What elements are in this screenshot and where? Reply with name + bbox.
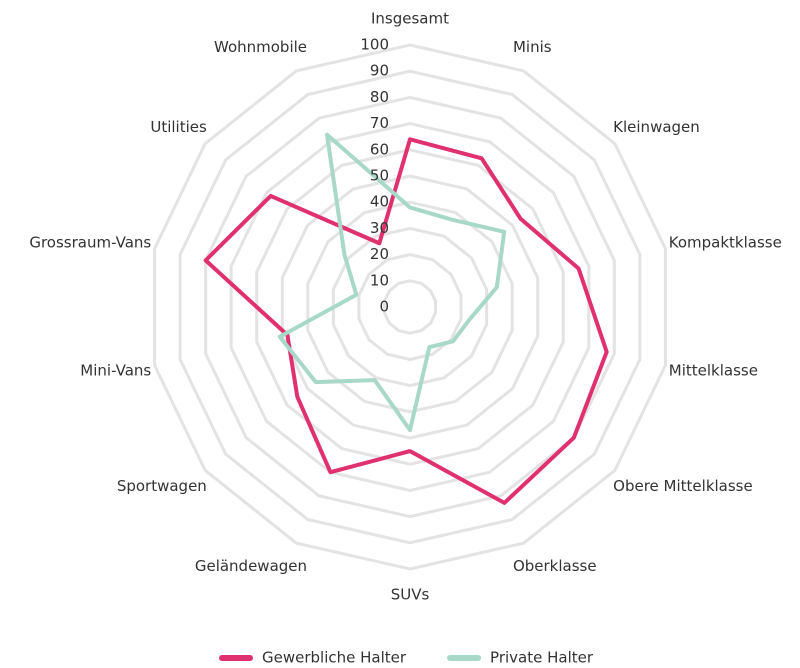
legend-label: Gewerbliche Halter [262, 649, 407, 667]
tick-label: 0 [379, 298, 389, 316]
tick-label: 40 [370, 193, 389, 211]
series-line [277, 132, 507, 433]
category-label: Sportwagen [117, 477, 207, 495]
series-line [203, 137, 609, 505]
category-label: Mittelklasse [669, 362, 758, 380]
category-label: SUVs [391, 586, 430, 604]
category-label: Geländewagen [195, 557, 307, 575]
tick-label: 30 [370, 219, 389, 237]
tick-label: 50 [370, 167, 389, 185]
grid-ring [331, 226, 489, 388]
grid-ring [229, 122, 591, 492]
category-label: Utilities [150, 118, 207, 136]
tick-label: 80 [370, 88, 389, 106]
category-label: Grossraum-Vans [29, 233, 151, 251]
grid-ring [382, 279, 438, 335]
legend-label: Private Halter [490, 649, 594, 667]
tick-label: 60 [370, 140, 389, 158]
grid-ring [178, 69, 642, 545]
tick-label: 90 [370, 62, 389, 80]
grid [153, 43, 667, 571]
category-label: Wohnmobile [214, 38, 307, 56]
category-label: Kompaktklasse [669, 233, 782, 251]
grid-ring [153, 43, 667, 571]
category-label: Insgesamt [371, 10, 449, 28]
grid-ring [306, 200, 514, 414]
grid-ring [357, 253, 463, 361]
labels: 0 10 20 30 40 50 60 70 80 90 100 Insgesamt Minis Klei… [29, 10, 782, 604]
tick-label: 20 [370, 245, 389, 263]
grid-ring [280, 174, 540, 440]
grid-ring [204, 95, 616, 519]
grid-ring [255, 148, 565, 466]
tick-label: 70 [370, 114, 389, 132]
category-label: Oberklasse [513, 557, 597, 575]
tick-label: 10 [370, 271, 389, 289]
category-label: Kleinwagen [613, 118, 700, 136]
legend: Gewerbliche Halter Private Halter [219, 649, 594, 667]
category-label: Obere Mittelklasse [613, 477, 753, 495]
category-label: Minis [513, 38, 552, 56]
category-label: Mini-Vans [80, 362, 151, 380]
tick-label: 100 [360, 36, 389, 54]
series [203, 132, 609, 505]
